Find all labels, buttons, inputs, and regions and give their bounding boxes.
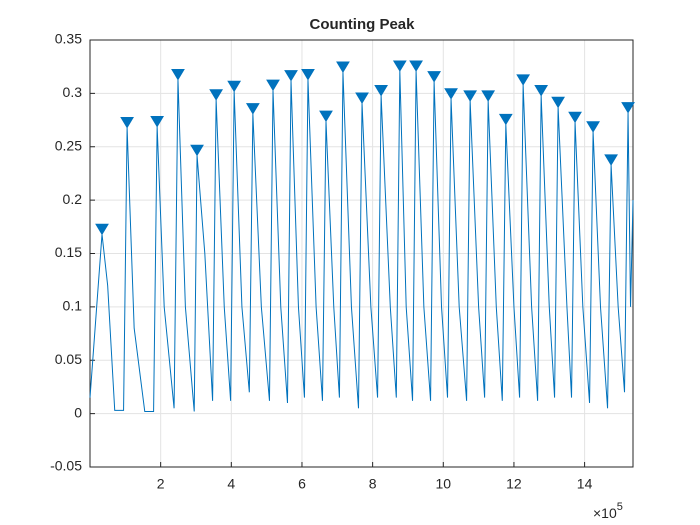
peak-marker — [336, 61, 350, 73]
x-exponent: ×105 — [593, 501, 623, 521]
x-tick-label: 10 — [435, 476, 451, 492]
y-tick-label: -0.05 — [50, 458, 82, 474]
peak-marker — [266, 79, 280, 92]
peak-marker — [374, 85, 388, 97]
y-tick-label: 0.3 — [63, 84, 83, 100]
peak-marker — [463, 90, 478, 102]
peak-marker — [227, 80, 242, 93]
peak-marker — [319, 110, 333, 123]
peak-marker — [444, 88, 458, 100]
peak-marker — [516, 74, 531, 86]
y-tick-label: 0.05 — [55, 351, 82, 367]
peak-marker — [355, 92, 369, 104]
peak-marker — [568, 111, 582, 124]
peak-marker — [551, 96, 565, 109]
x-tick-label: 14 — [577, 476, 593, 492]
x-tick-label: 8 — [369, 476, 377, 492]
peak-marker — [621, 102, 635, 114]
y-tick-label: 0.1 — [63, 298, 83, 314]
x-tick-label: 4 — [227, 476, 235, 492]
peak-marker — [301, 68, 315, 81]
y-tick-label: 0.2 — [63, 191, 83, 207]
x-exponent-base: ×10 — [593, 505, 617, 521]
x-tick-label: 6 — [298, 476, 306, 492]
x-tick-label: 2 — [157, 476, 165, 492]
peak-marker — [392, 60, 407, 72]
axes-box — [89, 39, 634, 468]
y-tick-label: 0.35 — [55, 31, 82, 47]
peak-marker — [604, 154, 618, 166]
signal-line — [89, 70, 634, 412]
peak-marker — [409, 60, 423, 72]
peak-marker — [95, 223, 109, 236]
peak-marker — [481, 90, 496, 102]
x-exponent-power: 5 — [617, 501, 623, 513]
y-tick-label: 0 — [74, 404, 82, 420]
peak-marker — [120, 117, 134, 129]
peak-marker — [534, 85, 549, 97]
peak-marker — [586, 121, 600, 133]
peak-marker — [209, 89, 224, 101]
peak-marker — [190, 144, 204, 157]
y-tick-label: 0.25 — [55, 137, 82, 153]
peak-marker — [427, 71, 441, 83]
y-tick-label: 0.15 — [55, 244, 82, 260]
chart-title: Counting Peak — [309, 16, 415, 33]
peak-marker — [498, 113, 513, 126]
x-tick-label: 12 — [506, 476, 522, 492]
peak-marker — [245, 103, 260, 115]
peak-marker — [150, 115, 165, 128]
peak-marker — [284, 70, 298, 82]
peak-marker — [171, 68, 185, 81]
